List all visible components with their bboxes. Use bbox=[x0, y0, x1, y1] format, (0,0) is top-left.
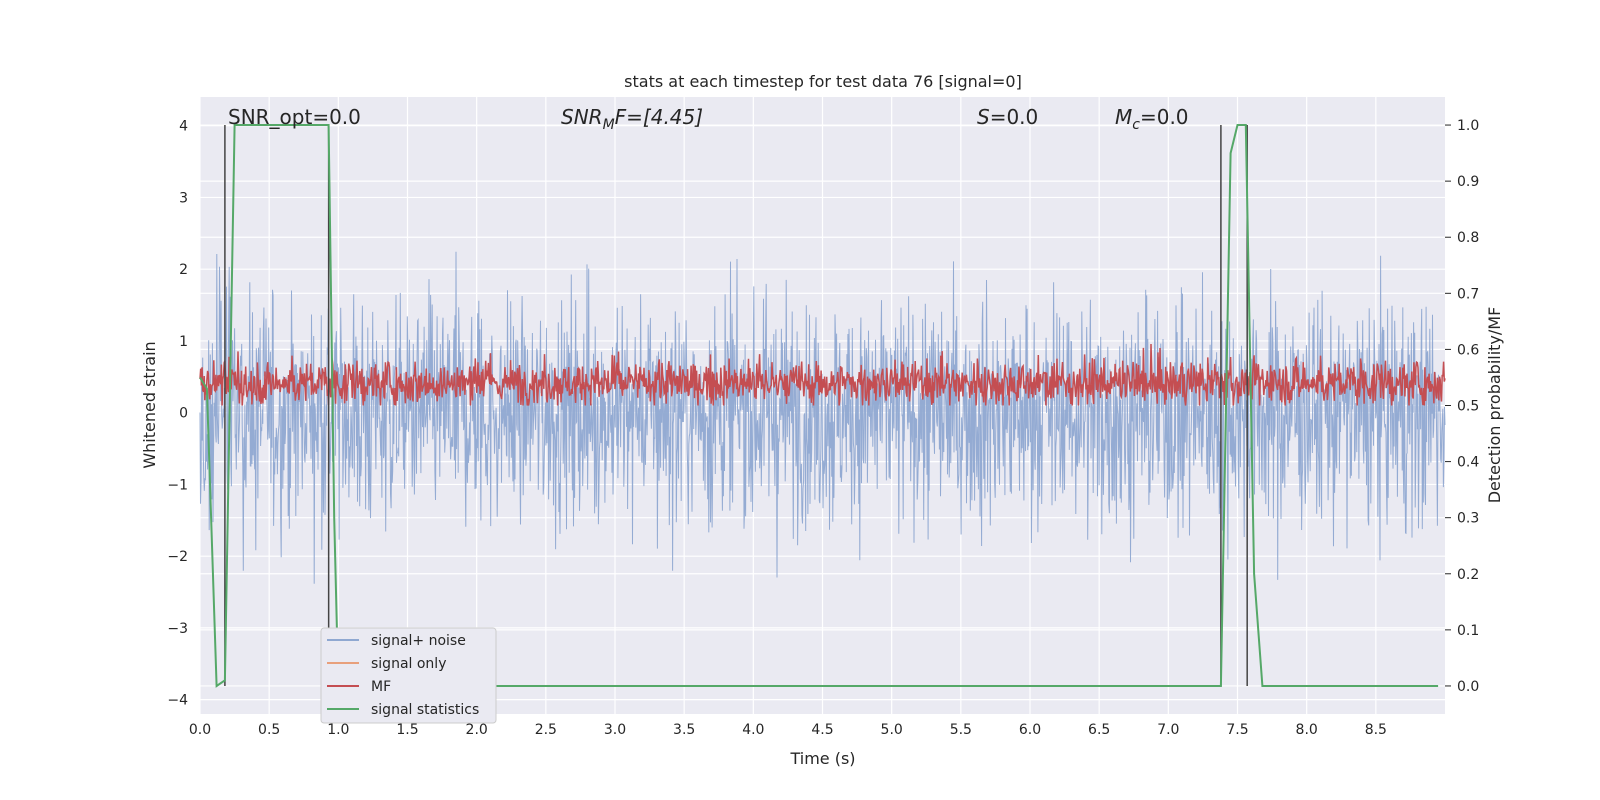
y-axis-right-ticks: 1.0 0.9 0.8 0.7 0.6 0.5 0.4 0.3 0.2 0.1 0.0 bbox=[1445, 118, 1479, 695]
x-tick-label: 3.5 bbox=[673, 722, 695, 738]
x-axis-ticks: 0.0 0.5 1.0 1.5 2.0 2.5 3.0 3.5 4.0 4.5 5.0 5.5 6.0 6… bbox=[189, 722, 1387, 738]
annotation-mc-main: M bbox=[1115, 105, 1132, 129]
y-left-tick-label: 0 bbox=[179, 406, 188, 422]
y-left-tick-label: 3 bbox=[179, 190, 188, 206]
y-left-tick-label: 2 bbox=[179, 262, 188, 278]
legend-label-signal-statistics: signal statistics bbox=[371, 702, 479, 718]
x-axis-label: Time (s) bbox=[789, 749, 855, 768]
legend: signal+ noise signal only MF signal stat… bbox=[320, 627, 497, 724]
annotation-s-rest: =0.0 bbox=[990, 105, 1039, 129]
y-right-tick-label: 0.4 bbox=[1457, 455, 1479, 471]
chart-title: stats at each timestep for test data 76 … bbox=[624, 72, 1022, 91]
y-right-tick-label: 0.1 bbox=[1457, 623, 1479, 639]
y-axis-left-label: Whitened strain bbox=[140, 341, 159, 468]
annotation-snr-mf-main: SNR bbox=[561, 105, 603, 129]
y-right-tick-label: 1.0 bbox=[1457, 118, 1479, 134]
y-right-tick-label: 0.5 bbox=[1457, 399, 1479, 415]
mf-line bbox=[199, 343, 1446, 406]
legend-label-noise: signal+ noise bbox=[371, 633, 466, 649]
x-tick-label: 7.0 bbox=[1157, 722, 1179, 738]
y-left-tick-label: −2 bbox=[167, 549, 188, 565]
annotation-snr-mf-rest: F=[4.45] bbox=[615, 105, 703, 129]
x-tick-label: 1.0 bbox=[327, 722, 349, 738]
x-tick-label: 4.5 bbox=[811, 722, 833, 738]
x-tick-label: 2.0 bbox=[466, 722, 488, 738]
annotation-s: S=0.0 bbox=[977, 105, 1038, 129]
y-right-tick-label: 0.6 bbox=[1457, 342, 1479, 358]
y-right-tick-label: 0.7 bbox=[1457, 286, 1479, 302]
legend-box bbox=[320, 627, 497, 724]
y-axis-left-ticks: 4 3 2 1 0 −1 −2 −3 −4 bbox=[167, 119, 188, 709]
legend-label-mf: MF bbox=[371, 679, 391, 695]
y-left-tick-label: −4 bbox=[167, 693, 188, 709]
x-tick-label: 3.0 bbox=[604, 722, 626, 738]
x-tick-label: 6.0 bbox=[1019, 722, 1041, 738]
annotation-mc: Mc=0.0 bbox=[1115, 105, 1189, 133]
series-mf bbox=[199, 343, 1446, 406]
y-axis-right-label: Detection probability/MF bbox=[1485, 307, 1504, 504]
x-tick-label: 6.5 bbox=[1088, 722, 1110, 738]
y-right-tick-label: 0.2 bbox=[1457, 567, 1479, 583]
y-left-tick-label: 4 bbox=[179, 119, 188, 135]
y-right-tick-label: 0.0 bbox=[1457, 679, 1479, 695]
x-tick-label: 8.5 bbox=[1365, 722, 1387, 738]
x-tick-label: 8.0 bbox=[1296, 722, 1318, 738]
x-tick-label: 2.5 bbox=[535, 722, 557, 738]
x-tick-label: 5.0 bbox=[881, 722, 903, 738]
y-left-tick-label: 1 bbox=[179, 334, 188, 350]
legend-label-signal-only: signal only bbox=[371, 656, 446, 672]
x-tick-label: 7.5 bbox=[1226, 722, 1248, 738]
vertical-markers bbox=[224, 125, 1248, 686]
y-right-tick-label: 0.9 bbox=[1457, 174, 1479, 190]
annotation-mc-rest: =0.0 bbox=[1140, 105, 1189, 129]
x-tick-label: 0.5 bbox=[258, 722, 280, 738]
y-right-tick-label: 0.8 bbox=[1457, 230, 1479, 246]
y-right-tick-label: 0.3 bbox=[1457, 511, 1479, 527]
annotation-mc-sub: c bbox=[1132, 117, 1140, 133]
annotation-snr-mf-sub: M bbox=[603, 117, 615, 133]
x-tick-label: 4.0 bbox=[742, 722, 764, 738]
annotation-snr-opt: SNR_opt=0.0 bbox=[228, 105, 361, 129]
x-tick-label: 1.5 bbox=[396, 722, 418, 738]
annotation-snr-mf: SNRMF=[4.45] bbox=[561, 105, 703, 133]
x-tick-label: 5.5 bbox=[950, 722, 972, 738]
y-left-tick-label: −3 bbox=[167, 621, 188, 637]
x-tick-label: 0.0 bbox=[189, 722, 211, 738]
annotation-s-main: S bbox=[977, 105, 990, 129]
y-left-tick-label: −1 bbox=[167, 477, 188, 493]
